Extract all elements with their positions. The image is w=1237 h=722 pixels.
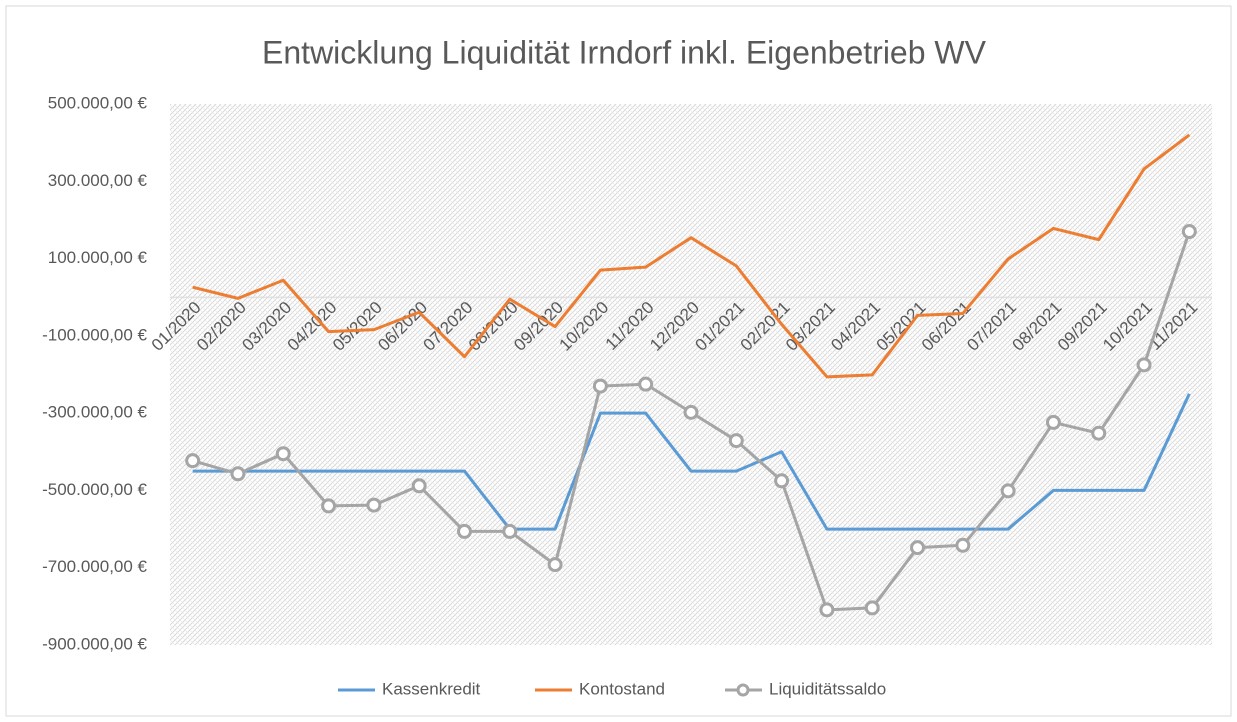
- y-tick-label: -700.000,00 €: [42, 557, 147, 576]
- y-tick-label: 500.000,00 €: [48, 93, 148, 112]
- marker: [502, 523, 518, 539]
- marker: [683, 404, 699, 420]
- marker: [1000, 483, 1016, 499]
- series-line: [192, 133, 1191, 379]
- marker: [1136, 357, 1152, 373]
- marker: [1181, 224, 1197, 240]
- marker: [1091, 425, 1107, 441]
- marker: [275, 446, 291, 462]
- marker: [230, 466, 246, 482]
- marker: [910, 540, 926, 556]
- y-tick-label: 300.000,00 €: [48, 171, 148, 190]
- legend-marker: [736, 683, 750, 697]
- marker: [411, 478, 427, 494]
- marker: [547, 557, 563, 573]
- y-tick-label: -100.000,00 €: [42, 325, 147, 344]
- marker: [456, 523, 472, 539]
- marker: [321, 498, 337, 514]
- legend-label: Kassenkredit: [382, 679, 481, 698]
- marker: [638, 376, 654, 392]
- y-tick-label: 100.000,00 €: [48, 248, 148, 267]
- marker: [1045, 414, 1061, 430]
- y-tick-label: -900.000,00 €: [42, 634, 147, 653]
- marker: [185, 453, 201, 469]
- marker: [864, 600, 880, 616]
- marker: [728, 433, 744, 449]
- legend-label: Liquiditätssaldo: [769, 679, 886, 698]
- series-line: [192, 393, 1191, 531]
- marker: [592, 378, 608, 394]
- plot-area: [170, 104, 1212, 645]
- y-tick-label: -300.000,00 €: [42, 403, 147, 422]
- marker: [955, 537, 971, 553]
- marker: [366, 497, 382, 513]
- legend-label: Kontostand: [579, 679, 665, 698]
- y-tick-label: -500.000,00 €: [42, 480, 147, 499]
- marker: [774, 473, 790, 489]
- marker: [819, 602, 835, 618]
- chart-title: Entwicklung Liquidität Irndorf inkl. Eig…: [262, 34, 987, 70]
